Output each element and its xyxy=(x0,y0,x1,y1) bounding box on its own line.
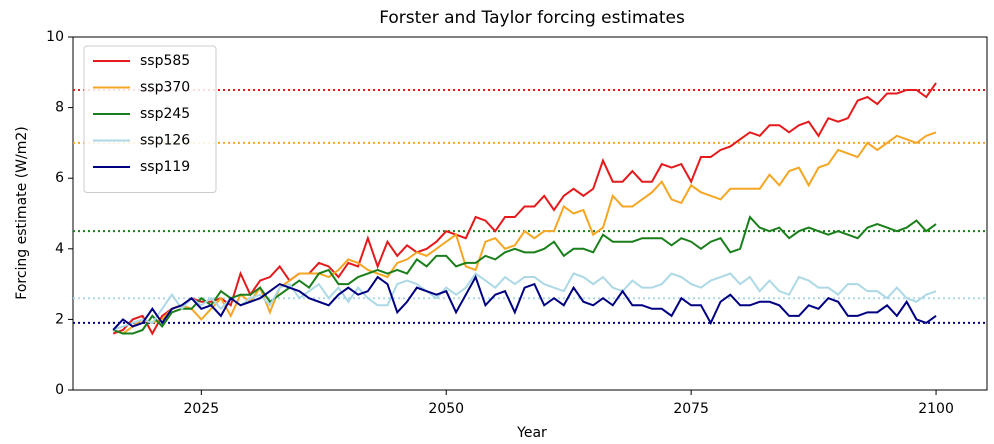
legend-label: ssp585 xyxy=(140,53,190,69)
series-line xyxy=(112,272,937,331)
y-tick-label: 10 xyxy=(46,29,64,45)
legend: ssp585 ssp370 ssp245 ssp126 ssp119 xyxy=(83,45,217,193)
series-line xyxy=(112,215,937,335)
x-tick-label: 2025 xyxy=(184,401,220,417)
legend-label: ssp119 xyxy=(140,159,190,175)
legend-box xyxy=(83,45,217,193)
legend-label: ssp126 xyxy=(140,133,190,149)
chart-title: Forster and Taylor forcing estimates xyxy=(379,8,685,28)
y-axis-label: Forcing estimate (W/m2) xyxy=(14,126,30,299)
y-tick-label: 6 xyxy=(55,170,64,186)
y-tick-label: 2 xyxy=(55,311,64,327)
series-line xyxy=(112,274,937,331)
x-axis-label: Year xyxy=(516,425,547,441)
x-tick-label: 2100 xyxy=(918,401,954,417)
x-tick-label: 2050 xyxy=(428,401,464,417)
y-tick-label: 0 xyxy=(55,382,64,398)
y-tick-label: 8 xyxy=(55,100,64,116)
x-tick-label: 2075 xyxy=(673,401,709,417)
y-tick-label: 4 xyxy=(55,241,64,257)
legend-label: ssp245 xyxy=(140,106,190,122)
legend-label: ssp370 xyxy=(140,80,190,96)
plot-frame xyxy=(72,36,988,391)
